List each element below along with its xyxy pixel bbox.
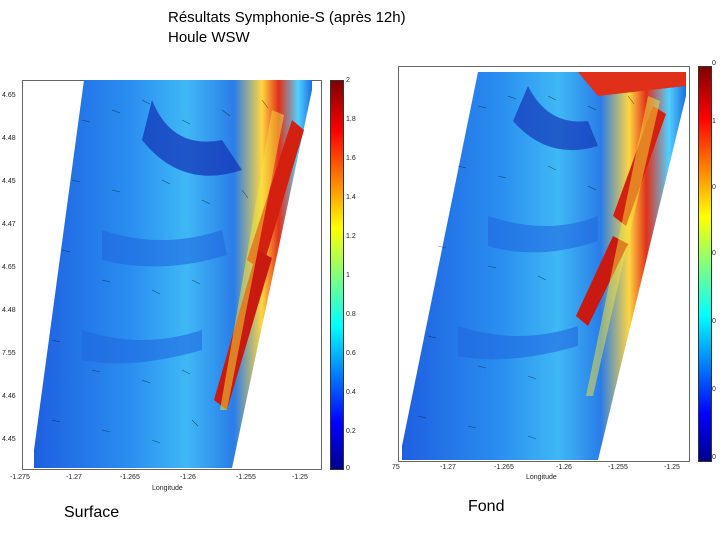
surface-colorbar-tick: 1.4 xyxy=(346,194,356,201)
surface-x-tick: -1.255 xyxy=(236,474,256,481)
bottom-colorbar xyxy=(698,66,712,462)
surface-y-tick: 4.45 xyxy=(2,436,16,443)
surface-x-tick: -1.26 xyxy=(180,474,196,481)
bottom-x-axis-label: Longitude xyxy=(526,474,557,481)
bottom-x-tick: 75 xyxy=(392,464,400,471)
bottom-x-tick: -1.255 xyxy=(608,464,628,471)
surface-colorbar-tick: 0.4 xyxy=(346,389,356,396)
surface-colorbar-tick: 0.2 xyxy=(346,428,356,435)
title-line-1: Résultats Symphonie-S (après 12h) xyxy=(168,9,406,26)
bottom-colorbar-tick: 0 xyxy=(712,250,716,257)
surface-y-tick: 4.47 xyxy=(2,221,16,228)
surface-y-tick: 4.48 xyxy=(2,135,16,142)
surface-y-tick: 7.55 xyxy=(2,350,16,357)
surface-y-tick: 4.65 xyxy=(2,264,16,271)
surface-y-tick: 4.46 xyxy=(2,393,16,400)
title-line-2: Houle WSW xyxy=(168,29,250,46)
surface-colorbar-tick: 2 xyxy=(346,77,350,84)
surface-y-tick: 4.45 xyxy=(2,178,16,185)
surface-y-tick: 4.65 xyxy=(2,92,16,99)
surface-x-tick: -1.25 xyxy=(292,474,308,481)
bottom-x-tick: -1.265 xyxy=(494,464,514,471)
bottom-x-tick: -1.27 xyxy=(440,464,456,471)
bottom-plot-frame xyxy=(398,66,690,462)
surface-caption: Surface xyxy=(64,504,120,521)
surface-colorbar xyxy=(330,80,344,470)
bottom-caption: Fond xyxy=(468,498,505,515)
surface-current-map xyxy=(34,80,312,468)
bottom-x-tick: -1.25 xyxy=(664,464,680,471)
bottom-current-map xyxy=(402,72,686,460)
surface-colorbar-tick: 0.8 xyxy=(346,311,356,318)
surface-x-axis-label: Longitude xyxy=(152,485,183,492)
figure-title: Résultats Symphonie-S (après 12h) Houle … xyxy=(168,8,406,48)
bottom-colorbar-tick: 0 xyxy=(712,386,716,393)
surface-colorbar-tick: 1.2 xyxy=(346,233,356,240)
surface-colorbar-tick: 1.8 xyxy=(346,116,356,123)
bottom-colorbar-tick: 0 xyxy=(712,318,716,325)
bottom-colorbar-tick: 0 xyxy=(712,454,716,461)
surface-colorbar-tick: 1 xyxy=(346,272,350,279)
bottom-colorbar-tick: 0 xyxy=(712,60,716,67)
surface-x-tick: -1.275 xyxy=(10,474,30,481)
surface-x-tick: -1.27 xyxy=(66,474,82,481)
surface-colorbar-tick: 0 xyxy=(346,465,350,472)
bottom-colorbar-tick: 0 xyxy=(712,184,716,191)
surface-x-tick: -1.265 xyxy=(120,474,140,481)
surface-colorbar-tick: 0.6 xyxy=(346,350,356,357)
surface-y-tick: 4.48 xyxy=(2,307,16,314)
bottom-colorbar-tick: 1 xyxy=(712,118,716,125)
bottom-x-tick: -1.26 xyxy=(556,464,572,471)
surface-colorbar-tick: 1.6 xyxy=(346,155,356,162)
